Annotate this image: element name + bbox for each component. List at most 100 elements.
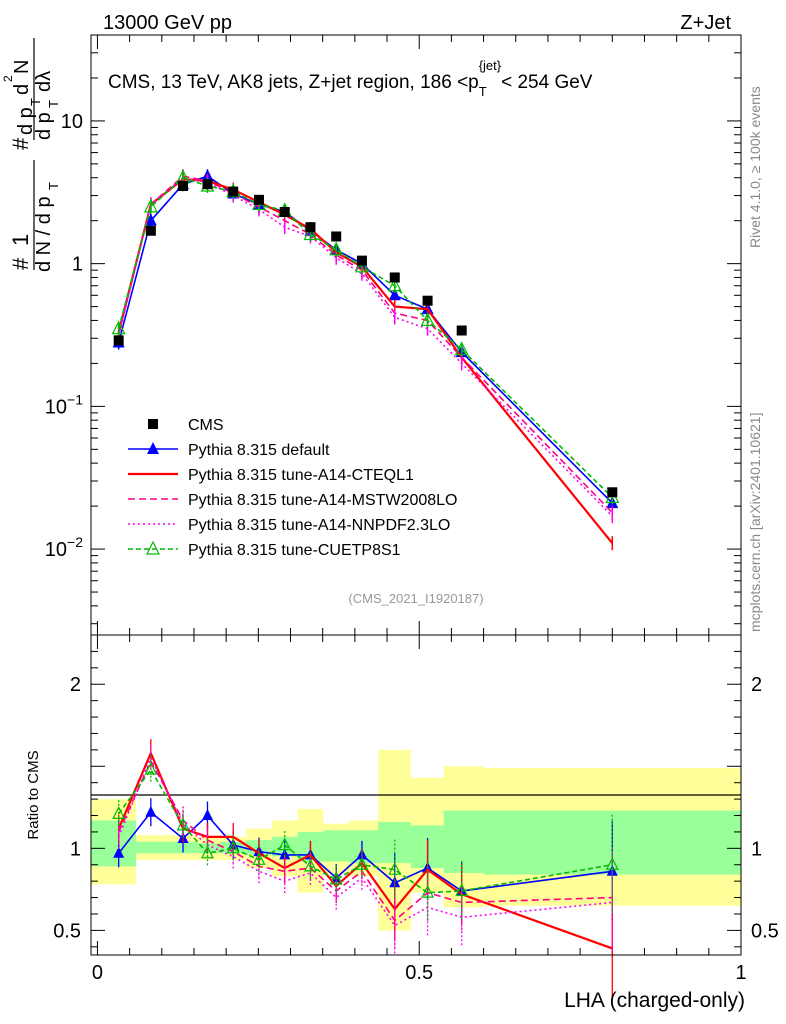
legend-label: Pythia 8.315 tune-A14-MSTW2008LO [188,492,457,509]
data-marker [389,272,400,283]
legend-item: Pythia 8.315 tune-A14-NNPDF2.3LO [128,517,450,534]
data-marker [388,288,401,301]
legend-label: Pythia 8.315 tune-A14-CTEQL1 [188,467,414,484]
x-tick-label: 0 [92,962,103,984]
series-line [117,176,613,499]
main-y-axis-title: # 1 d N / d p T # d p T d N 2 d p T dλ [1,38,61,272]
main-series [111,169,620,551]
data-marker [456,325,467,336]
data-marker [454,341,469,356]
ratio-series [112,739,619,999]
data-marker [228,186,239,197]
data-marker [329,871,343,885]
data-marker [148,419,158,429]
ratio-y-tick-label-right: 0.5 [751,920,779,942]
data-marker [143,198,158,213]
data-marker [112,806,126,819]
data-marker [455,883,469,897]
svg-text:d p: d p [15,107,37,135]
data-marker [113,846,125,858]
data-marker [387,277,402,292]
data-marker [253,194,264,205]
main-y-tick-label: 1 [72,254,83,276]
svg-text:T: T [46,182,61,190]
svg-text:#: # [8,257,33,270]
legend-item: CMS [148,417,224,434]
ratio-frame [90,634,742,956]
svg-text:d: d [11,84,33,95]
data-marker [356,255,367,266]
ratio-series-pythia-8-315-tune-cuetp8s1 [112,755,619,923]
legend-item: Pythia 8.315 tune-CUETP8S1 [128,540,401,559]
data-marker [607,487,618,498]
svg-text:T: T [28,98,43,106]
main-y-tick-exponent: −2 [67,534,83,550]
data-marker [252,851,266,865]
data-marker [303,858,317,872]
ratio-panel: 0.5 0.51 12 20 0.5 1 Ratio to CMS LHA (charge… [25,634,779,1012]
legend-item: Pythia 8.315 tune-A14-MSTW2008LO [128,492,457,509]
ratio-y-tick-label: 0.5 [53,920,81,942]
main-y-tick-label: 10 [45,539,67,561]
data-marker [278,837,292,851]
data-marker [303,226,318,241]
data-marker [329,241,344,256]
data-marker [145,805,157,817]
ratio-line [118,768,613,894]
series-cms [113,179,618,498]
data-marker [201,809,213,821]
svg-text:2: 2 [1,75,15,82]
data-marker [605,856,619,870]
ratio-y-tick-label-right: 1 [751,838,762,860]
data-marker [226,840,240,854]
data-marker [421,884,435,898]
inner-band [136,841,169,854]
svg-text:N: N [11,60,33,74]
collision-label: 13000 GeV pp [103,12,232,34]
main-y-tick-label: 10 [61,111,83,133]
data-marker [201,845,214,859]
legend-label: CMS [188,417,224,434]
data-marker [388,861,402,875]
data-marker [144,213,157,226]
rivet-label: Rivet 4.1.0, ≥ 100k events [747,86,763,248]
data-marker [176,817,190,831]
legend-label: Pythia 8.315 default [188,442,330,459]
data-marker [354,258,369,273]
svg-text:d N / d p: d N / d p [33,196,55,272]
svg-text:1: 1 [8,234,33,246]
series-pythia-8-315-tune-cuetp8s1 [111,169,620,505]
analysis-tag: (CMS_2021_I1920187) [348,591,483,606]
x-tick-label: 0.5 [405,962,433,984]
ratio-y-tick-label-right: 2 [751,674,762,696]
legend-item: Pythia 8.315 tune-A14-CTEQL1 [128,467,414,484]
data-marker [111,320,126,335]
ratio-ticks: 0.5 0.51 12 20 0.5 1 [53,635,779,984]
ratio-y-tick-label: 1 [70,838,81,860]
main-title: CMS, 13 TeV, AK8 jets, Z+jet region, 186… [108,58,593,99]
data-marker [355,856,369,870]
series-line [117,175,613,514]
data-marker [113,335,124,346]
series-line [117,176,613,517]
process-label: Z+Jet [680,12,731,34]
main-y-tick-exponent: −1 [67,391,83,407]
data-marker [420,312,435,327]
svg-text:T: T [46,100,61,108]
data-marker [178,180,189,191]
data-marker [202,179,213,190]
data-marker [422,295,433,306]
ratio-y-label: Ratio to CMS [25,750,42,839]
data-marker [305,222,316,233]
x-tick-label: 1 [735,962,746,984]
data-marker [279,848,291,860]
data-marker [145,225,156,236]
main-y-tick-label: 10 [45,396,67,418]
series-line [117,178,614,544]
ratio-y-tick-label: 2 [70,674,81,696]
data-marker [146,540,160,555]
legend: CMS Pythia 8.315 default Pythia 8.315 tune… [128,417,457,559]
ratio-line [117,756,613,927]
